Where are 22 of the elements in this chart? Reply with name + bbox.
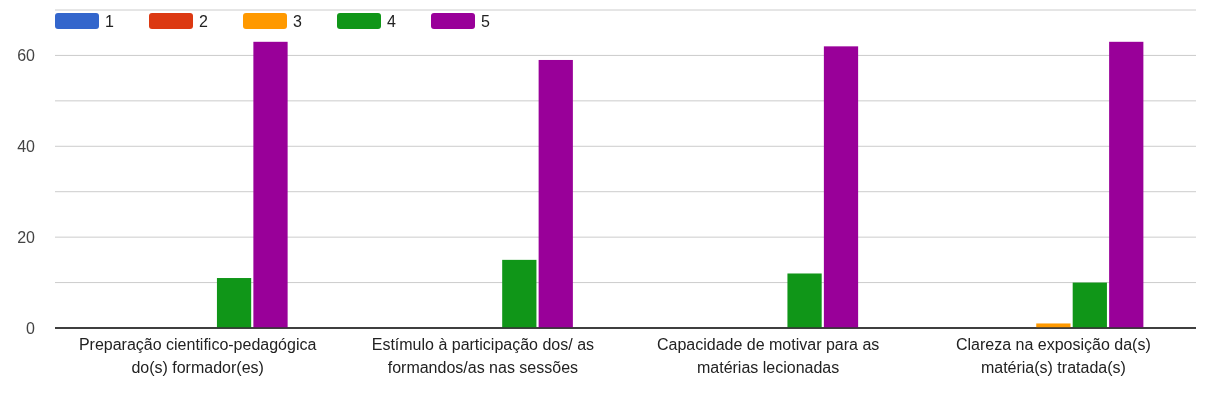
bar — [787, 273, 822, 328]
y-tick-label: 40 — [17, 137, 36, 155]
x-tick-label: Capacidade de motivar para as matérias lecionadas — [656, 336, 880, 376]
y-tick-label: 60 — [17, 47, 36, 65]
x-tick-label: Preparação cientifico-pedagógica do(s) formador(es) — [78, 336, 317, 376]
legend-label: 5 — [481, 12, 490, 30]
bar — [1036, 323, 1071, 328]
bar — [502, 259, 537, 328]
bar — [538, 59, 573, 328]
legend-label: 3 — [293, 12, 302, 30]
bar — [823, 46, 859, 328]
x-tick-label: Clareza na exposição da(s) matéria(s) tratada(s) — [955, 336, 1151, 376]
legend-label: 1 — [105, 12, 114, 30]
bar — [253, 41, 288, 328]
x-tick-label: Estímulo à participação dos/ as formandos/as nas sessões — [371, 336, 595, 376]
legend-label: 4 — [387, 12, 396, 30]
y-tick-label: 0 — [26, 319, 36, 337]
bar — [1109, 41, 1144, 328]
legend-label: 2 — [199, 12, 208, 30]
bar — [1072, 282, 1107, 328]
y-tick-label: 20 — [17, 228, 36, 246]
bar — [216, 278, 252, 328]
